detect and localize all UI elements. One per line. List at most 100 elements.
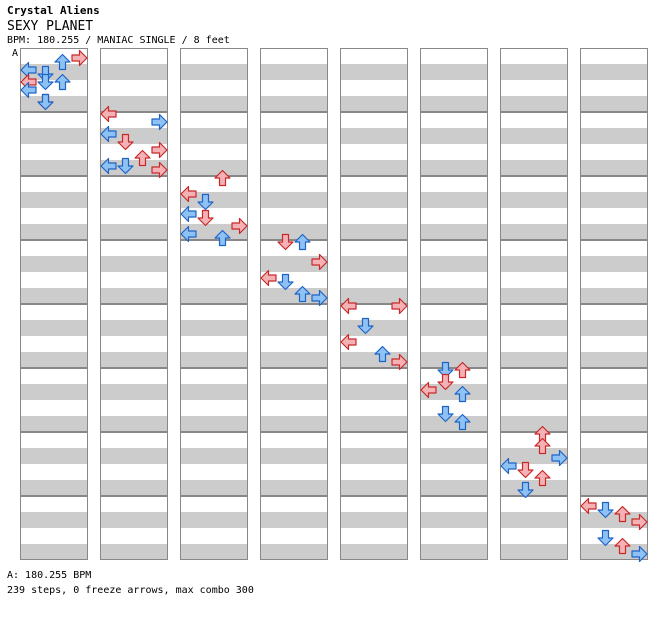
measure-box [580, 112, 648, 176]
beat-band [420, 208, 488, 224]
beat-band [500, 272, 568, 288]
beat-band [580, 304, 648, 320]
beat-band [340, 96, 408, 112]
beat-band [20, 544, 88, 560]
beat-band [500, 464, 568, 480]
measure-box [260, 432, 328, 496]
measure-box [340, 496, 408, 560]
beat-band [180, 176, 248, 192]
beat-band [260, 368, 328, 384]
down-arrow-note [597, 501, 614, 519]
beat-band [100, 240, 168, 256]
beat-band [580, 320, 648, 336]
song-title: SEXY PLANET [7, 19, 94, 34]
down-arrow-note [197, 209, 214, 227]
up-arrow-note [614, 537, 631, 555]
beat-band [500, 352, 568, 368]
beat-band [180, 208, 248, 224]
beat-band [420, 512, 488, 528]
beat-band [340, 208, 408, 224]
beat-band [500, 512, 568, 528]
beat-band [260, 272, 328, 288]
measure-box [580, 368, 648, 432]
beat-band [260, 160, 328, 176]
beat-band [500, 320, 568, 336]
measure-box [500, 240, 568, 304]
beat-band [180, 96, 248, 112]
left-arrow-note [180, 185, 197, 203]
beat-band [260, 544, 328, 560]
beat-band [20, 240, 88, 256]
beat-band [20, 480, 88, 496]
beat-band [180, 384, 248, 400]
right-arrow-note [151, 113, 168, 131]
measure-box [180, 368, 248, 432]
beat-band [100, 160, 168, 176]
beat-band [580, 128, 648, 144]
measure-box [20, 496, 88, 560]
beat-band [340, 320, 408, 336]
up-arrow-note [294, 285, 311, 303]
measure-box [420, 304, 488, 368]
beat-band [340, 528, 408, 544]
beat-band [260, 288, 328, 304]
beat-band [100, 80, 168, 96]
beat-band [580, 416, 648, 432]
beat-band [340, 496, 408, 512]
beat-band [500, 336, 568, 352]
beat-band [260, 208, 328, 224]
bpm-summary: A: 180.255 BPM [7, 570, 92, 581]
right-arrow-note [551, 449, 568, 467]
down-arrow-note [117, 133, 134, 151]
measure-box [100, 240, 168, 304]
beat-band [420, 480, 488, 496]
measure-box [580, 48, 648, 112]
beat-band [500, 112, 568, 128]
beat-band [180, 528, 248, 544]
beat-band [20, 416, 88, 432]
measure-box [340, 112, 408, 176]
beat-band [260, 320, 328, 336]
beat-band [420, 240, 488, 256]
beat-band [180, 304, 248, 320]
beat-band [580, 208, 648, 224]
beat-band [260, 384, 328, 400]
beat-band [500, 144, 568, 160]
beat-band [580, 80, 648, 96]
chart-column-7 [500, 48, 568, 560]
beat-band [500, 176, 568, 192]
beat-band [260, 256, 328, 272]
beat-band [420, 288, 488, 304]
beat-band [260, 112, 328, 128]
beat-band [180, 192, 248, 208]
beat-band [420, 144, 488, 160]
beat-band [340, 160, 408, 176]
beat-band [180, 48, 248, 64]
measure-box [340, 240, 408, 304]
beat-band [340, 112, 408, 128]
beat-band [260, 480, 328, 496]
beat-band [260, 304, 328, 320]
measure-box [340, 432, 408, 496]
down-arrow-note [277, 273, 294, 291]
beat-band [20, 256, 88, 272]
measure-box [340, 304, 408, 368]
beat-band [340, 384, 408, 400]
up-arrow-note [54, 53, 71, 71]
down-arrow-note [597, 529, 614, 547]
down-arrow-note [117, 157, 134, 175]
measure-box [420, 432, 488, 496]
measure-box [260, 496, 328, 560]
measure-box [420, 240, 488, 304]
up-arrow-note [454, 413, 471, 431]
beat-band [580, 256, 648, 272]
beat-band [100, 384, 168, 400]
right-arrow-note [151, 141, 168, 159]
beat-band [340, 368, 408, 384]
beat-band [260, 144, 328, 160]
beat-band [180, 256, 248, 272]
measure-box [260, 48, 328, 112]
beat-band [500, 448, 568, 464]
up-arrow-note [374, 345, 391, 363]
beat-band [420, 48, 488, 64]
